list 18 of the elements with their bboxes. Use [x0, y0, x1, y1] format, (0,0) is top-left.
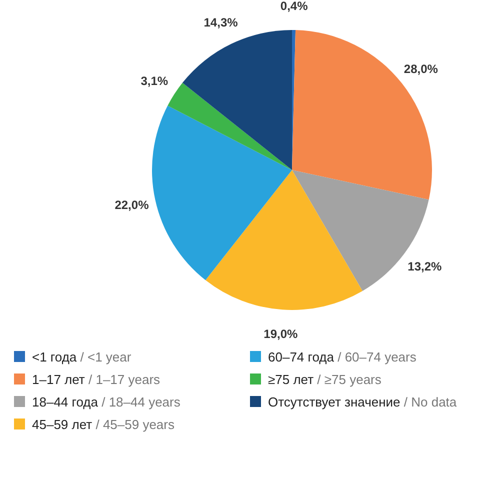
data-label: 14,3% — [204, 15, 238, 30]
legend-label: 45–59 лет / 45–59 years — [32, 417, 175, 432]
legend-label: <1 года / <1 year — [32, 350, 132, 365]
pie-slice — [182, 30, 292, 170]
pie-slice — [152, 106, 292, 280]
legend-label: 18–44 года / 18–44 years — [32, 394, 181, 410]
legend-label: 60–74 года / 60–74 years — [268, 350, 417, 365]
data-label: 3,1% — [140, 74, 168, 88]
data-label: 28,0% — [404, 62, 438, 76]
legend-label: 1–17 лет / 1–17 years — [32, 372, 161, 388]
legend-label: Отсутствует значение / No data — [268, 394, 458, 410]
data-label: 13,2% — [408, 260, 442, 274]
pie-slice — [206, 170, 363, 310]
pie-slice — [168, 82, 292, 170]
data-label: 0,4% — [280, 0, 308, 14]
data-label: 22,0% — [114, 198, 150, 212]
data-label: 19,0% — [264, 326, 298, 341]
legend-label: ≥75 лет / ≥75 years — [268, 372, 382, 388]
